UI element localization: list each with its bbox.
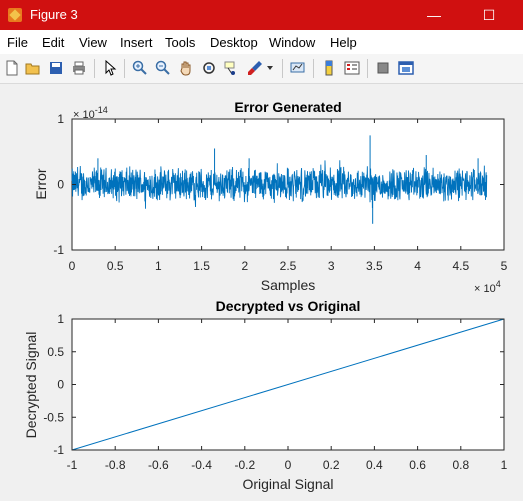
x-tick-label: 4.5 bbox=[452, 259, 469, 273]
x-tick-label: 0.8 bbox=[452, 458, 469, 472]
x-tick-label: 0.5 bbox=[107, 259, 124, 273]
toolbar bbox=[0, 54, 523, 84]
colorbar-icon[interactable] bbox=[319, 58, 339, 78]
x-tick-label: 0 bbox=[285, 458, 292, 472]
toolbar-separator bbox=[313, 59, 314, 78]
x-tick-label: 1 bbox=[155, 259, 162, 273]
x-tick-label: 2.5 bbox=[280, 259, 297, 273]
x-tick-label: 0.4 bbox=[366, 458, 383, 472]
axes-1-xlabel: Samples bbox=[261, 277, 315, 293]
x-tick-label: 3.5 bbox=[366, 259, 383, 273]
decrypted-vs-original-line bbox=[71, 318, 505, 451]
x-tick-label: 0 bbox=[69, 259, 76, 273]
axes-2-y-ticks: 1 0.5 0 -0.5 -1 bbox=[43, 312, 504, 457]
x-tick-label: 0.6 bbox=[409, 458, 426, 472]
axes-1-x-exponent: × 104 bbox=[474, 279, 501, 295]
x-tick-label: -1 bbox=[67, 458, 78, 472]
minimize-button[interactable]: — bbox=[427, 7, 441, 23]
axes-1-title: Error Generated bbox=[234, 99, 341, 115]
menu-edit[interactable]: Edit bbox=[42, 35, 65, 50]
toolbar-separator bbox=[282, 59, 283, 78]
y-tick-label: 0 bbox=[57, 378, 64, 392]
menu-tools[interactable]: Tools bbox=[165, 35, 196, 50]
axes-2-title: Decrypted vs Original bbox=[216, 298, 361, 314]
x-tick-label: 4 bbox=[414, 259, 421, 273]
x-tick-label: -0.6 bbox=[148, 458, 169, 472]
x-tick-label: -0.8 bbox=[105, 458, 126, 472]
legend-icon[interactable] bbox=[342, 58, 362, 78]
y-tick-label: -1 bbox=[53, 443, 64, 457]
maximize-button[interactable]: ☐ bbox=[482, 6, 496, 23]
zoom-out-icon[interactable] bbox=[153, 58, 173, 78]
save-icon[interactable] bbox=[46, 58, 66, 78]
pointer-icon[interactable] bbox=[100, 58, 120, 78]
new-figure-icon[interactable] bbox=[2, 58, 22, 78]
x-tick-label: 3 bbox=[328, 259, 335, 273]
menu-desktop[interactable]: Desktop bbox=[210, 35, 258, 50]
axes-1-x-ticks: 0 0.5 1 1.5 2 2.5 3 3.5 4 4.5 5 bbox=[69, 119, 508, 273]
menu-file[interactable]: File bbox=[7, 35, 28, 50]
hide-plot-tools-icon[interactable] bbox=[373, 58, 393, 78]
title-bar: Figure 3 — ☐ bbox=[0, 0, 523, 30]
x-tick-label: 1 bbox=[501, 458, 508, 472]
x-tick-label: 5 bbox=[501, 259, 508, 273]
y-tick-label: -1 bbox=[53, 243, 64, 257]
brush-icon[interactable] bbox=[245, 58, 265, 78]
x-tick-label: 2 bbox=[241, 259, 248, 273]
y-tick-label: -0.5 bbox=[43, 410, 64, 424]
y-tick-label: 1 bbox=[57, 312, 64, 326]
y-tick-label: 0.5 bbox=[47, 345, 64, 359]
menu-insert[interactable]: Insert bbox=[120, 35, 153, 50]
window-title: Figure 3 bbox=[30, 7, 78, 22]
axes-2-xlabel: Original Signal bbox=[242, 476, 333, 492]
axes-1-y-exponent: × 10-14 bbox=[73, 105, 108, 121]
axes-1-ylabel: Error bbox=[33, 168, 49, 199]
menu-help[interactable]: Help bbox=[330, 35, 357, 50]
menu-bar: File Edit View Insert Tools Desktop Wind… bbox=[0, 30, 523, 54]
subplot-decrypted-vs-original: Decrypted vs Original Original Signal De… bbox=[23, 298, 508, 492]
y-tick-label: 1 bbox=[57, 112, 64, 126]
error-series-line bbox=[71, 160, 488, 209]
axes-2-ylabel: Decrypted Signal bbox=[23, 332, 39, 439]
y-tick-label: 0 bbox=[57, 178, 64, 192]
link-plot-icon[interactable] bbox=[288, 58, 308, 78]
subplot-error-generated: Error Generated Samples Error 0 0.5 1 1.5 2 2… bbox=[33, 99, 508, 295]
toolbar-separator bbox=[124, 59, 125, 78]
toolbar-separator bbox=[94, 59, 95, 78]
error-spikes bbox=[97, 135, 479, 224]
x-tick-label: 0.2 bbox=[323, 458, 340, 472]
print-icon[interactable] bbox=[69, 58, 89, 78]
show-plot-tools-icon[interactable] bbox=[396, 58, 416, 78]
rotate-3d-icon[interactable] bbox=[199, 58, 219, 78]
x-tick-label: 1.5 bbox=[193, 259, 210, 273]
data-cursor-icon[interactable] bbox=[222, 58, 242, 78]
menu-view[interactable]: View bbox=[79, 35, 107, 50]
zoom-in-icon[interactable] bbox=[130, 58, 150, 78]
axes-2-x-ticks: -1 -0.8 -0.6 -0.4 -0.2 0 0.2 0.4 0.6 0.8 1 bbox=[67, 319, 508, 472]
open-icon[interactable] bbox=[23, 58, 43, 78]
toolbar-separator bbox=[367, 59, 368, 78]
x-tick-label: -0.2 bbox=[234, 458, 255, 472]
dropdown-arrow-icon[interactable] bbox=[265, 58, 275, 78]
pan-icon[interactable] bbox=[176, 58, 196, 78]
axes-1-y-ticks: 1 0 -1 bbox=[53, 112, 504, 257]
matlab-figure-icon bbox=[8, 8, 22, 22]
figure-canvas: Error Generated Samples Error 0 0.5 1 1.5 2 2… bbox=[23, 99, 508, 492]
x-tick-label: -0.4 bbox=[191, 458, 212, 472]
menu-window[interactable]: Window bbox=[269, 35, 316, 50]
